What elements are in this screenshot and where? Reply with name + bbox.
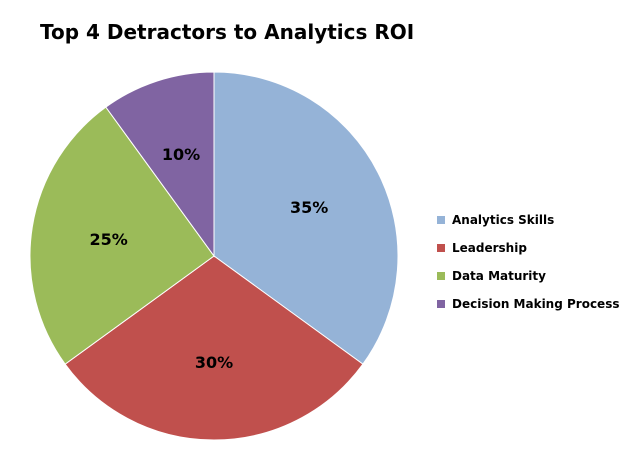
- pie-slice-leadership: [64, 255, 364, 441]
- legend-label: Data Maturity: [452, 269, 546, 283]
- legend-swatch: [437, 216, 445, 224]
- legend-label: Analytics Skills: [452, 213, 555, 227]
- legend-item-data-maturity: Data Maturity: [437, 262, 619, 290]
- pie-slices: [29, 71, 399, 441]
- legend-item-decision-making-process: Decision Making Process: [437, 290, 619, 318]
- data-label-leadership: 30%: [195, 353, 233, 372]
- pie-slice-decision-making-process: [105, 71, 215, 258]
- legend-label: Leadership: [452, 241, 527, 255]
- legend-swatch: [437, 272, 445, 280]
- data-label-analytics-skills: 35%: [290, 198, 328, 217]
- legend-swatch: [437, 300, 445, 308]
- pie-slice-analytics-skills: [213, 71, 399, 365]
- legend-label: Decision Making Process: [452, 297, 620, 311]
- data-label-data-maturity: 25%: [89, 230, 127, 249]
- legend-item-analytics-skills: Analytics Skills: [437, 206, 619, 234]
- legend-item-leadership: Leadership: [437, 234, 619, 262]
- data-label-decision-making-process: 10%: [162, 145, 200, 164]
- chart-title: Top 4 Detractors to Analytics ROI: [40, 20, 415, 44]
- chart-legend: Analytics Skills Leadership Data Maturity D…: [437, 206, 619, 318]
- legend-swatch: [437, 244, 445, 252]
- pie-data-labels: 35% 30% 25% 10%: [89, 145, 328, 372]
- pie-slice-data-maturity: [29, 106, 215, 365]
